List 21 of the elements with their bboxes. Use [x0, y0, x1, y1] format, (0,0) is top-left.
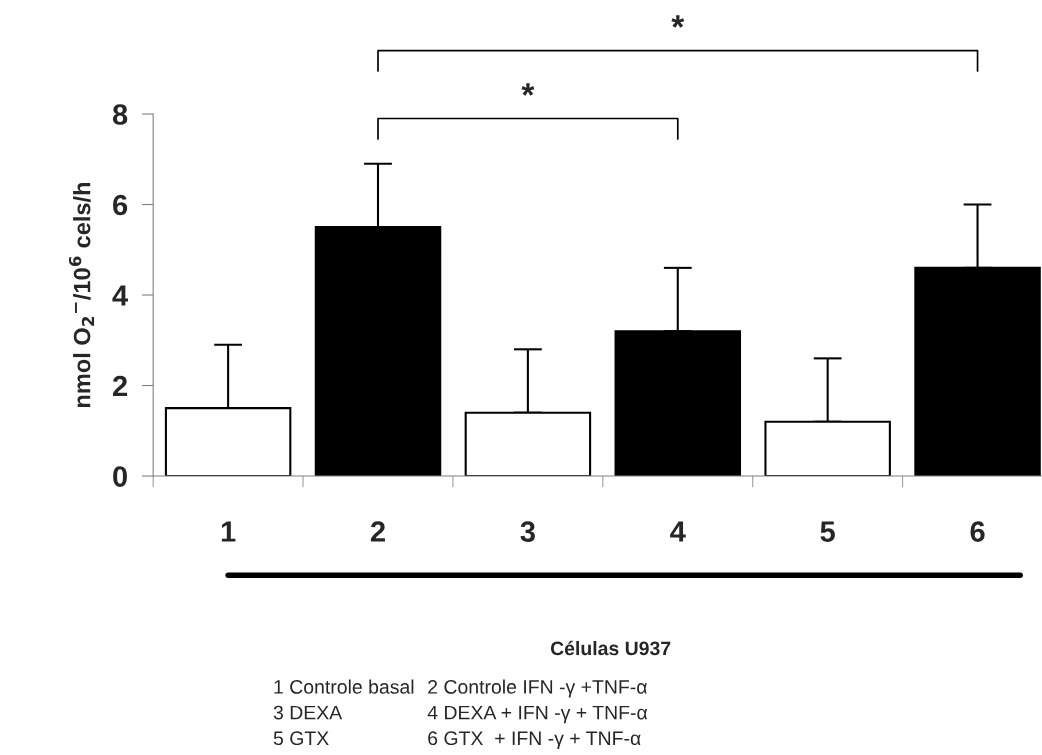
text: * [521, 83, 535, 96]
text: 4 DEXA + IFN -γ + TNF-α [427, 705, 648, 724]
y-axis-title: nmol O$_{2}$$^{−}$/10$^{6}$ cels/h [68, 182, 95, 408]
text: * [671, 15, 685, 28]
x-tick-label: 1 [221, 521, 236, 542]
text: 2 Controle IFN -γ +TNF-α [428, 679, 647, 698]
x-tick-label: 3 [520, 521, 535, 542]
x-tick-label: 5 [820, 521, 835, 542]
x-tick-label: 6 [970, 521, 985, 542]
text: Células U937 [550, 640, 671, 656]
text: 6 GTX + IFN -γ + TNF-α [428, 731, 641, 749]
y-tick-label: 4 [112, 285, 129, 306]
text: 5 GTX [273, 731, 329, 746]
y-tick-label: 2 [112, 375, 128, 397]
x-tick-label: 4 [670, 521, 686, 542]
y-tick-label: 8 [112, 104, 128, 125]
text: 1 Controle basal [274, 679, 414, 694]
x-tick-label: 2 [370, 521, 385, 542]
text: 3 DEXA [273, 705, 343, 720]
y-tick-label: 6 [113, 194, 128, 216]
y-tick-label: 0 [113, 466, 127, 487]
